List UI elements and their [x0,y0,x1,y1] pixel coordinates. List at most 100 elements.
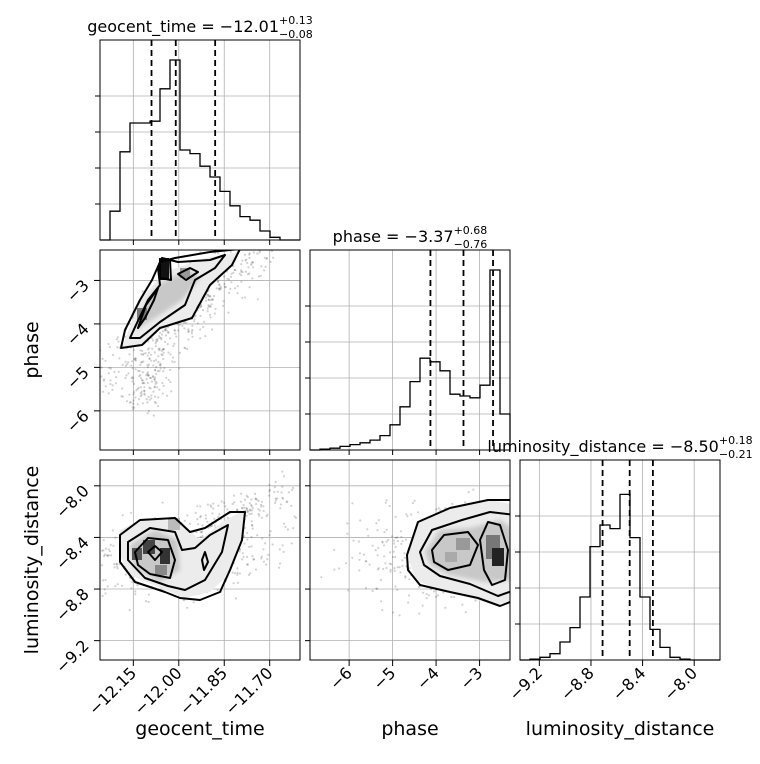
x-tick-label: −8.8 [557,663,598,704]
sample-point [154,380,157,383]
sample-point [154,368,157,371]
sample-point [282,550,285,554]
sample-point [124,360,127,363]
sample-point [474,599,477,602]
sample-point [220,500,223,503]
sample-point [435,508,438,511]
sample-point [191,335,194,338]
sample-point [142,360,145,363]
sample-point [546,506,548,508]
sample-point [526,546,528,548]
sample-point [116,583,119,586]
sample-point [178,351,181,354]
sample-point [351,556,354,559]
sample-point [221,244,223,246]
sample-point [187,338,190,341]
sample-point [134,396,137,399]
sample-point [199,535,202,539]
sample-point [164,328,167,331]
y-tick-label: −9.2 [52,636,93,677]
sample-point [161,330,164,333]
sample-point [147,374,150,377]
sample-point [146,401,149,404]
sample-point [290,504,293,507]
sample-point [270,250,274,253]
sample-point [398,614,401,617]
sample-point [472,488,475,491]
sample-point [153,378,156,381]
sample-point [257,499,260,502]
histogram-luminosity-distance [520,493,720,661]
sample-point [157,405,160,408]
sample-point [362,553,366,556]
sample-point [279,507,282,510]
sample-point [514,538,516,540]
sample-point [525,539,527,541]
sample-point [244,259,247,262]
sample-point [258,509,261,512]
sample-point [144,600,148,603]
sample-point [174,332,177,335]
sample-point [248,513,251,516]
sample-point [154,401,158,404]
sample-point [160,338,163,341]
sample-point [229,287,232,290]
sample-point [169,353,172,356]
sample-point [160,353,163,356]
sample-point [248,502,251,505]
sample-point [264,265,267,268]
sample-point [95,386,97,388]
sample-point [55,571,57,573]
contour [119,511,246,601]
sample-point [114,585,117,588]
sample-point [527,519,529,521]
sample-point [218,287,221,290]
sample-point [516,565,518,567]
sample-point [276,490,279,493]
sample-point [102,549,105,552]
sample-point [204,335,207,338]
sample-point [268,494,271,497]
sample-point [121,395,124,398]
sample-point [135,389,138,392]
sample-point [464,611,467,614]
sample-point [249,572,252,575]
sample-point [129,511,133,514]
sample-point [169,368,172,371]
sample-point [157,361,160,364]
sample-point [154,345,157,348]
sample-point [236,245,238,247]
sample-point [533,602,535,604]
panel-frame [99,39,301,241]
sample-point [204,514,207,517]
x-tick-label: −11.85 [176,663,231,718]
panel-frame [309,459,511,661]
contour [406,499,510,607]
sample-point [268,488,271,491]
contour [177,267,199,281]
sample-point [254,498,257,501]
sample-point [104,385,107,388]
sample-point [191,328,194,332]
sample-point [146,412,149,415]
sample-point [209,305,212,308]
sample-point [130,364,133,367]
sample-point [100,564,104,567]
sample-point [128,401,131,404]
sample-point [116,567,119,570]
sample-point [385,499,388,502]
sample-point [271,543,274,546]
sample-point [143,393,146,396]
sample-point [226,508,229,511]
sample-point [109,379,112,382]
sample-point [78,397,80,399]
sample-point [568,562,570,564]
sample-point [556,542,558,544]
sample-point [229,250,232,254]
sample-point [161,381,164,385]
sample-point [366,528,369,531]
sample-point [279,503,282,506]
sample-point [375,587,378,590]
sample-point [153,385,156,388]
sample-point [151,375,154,378]
